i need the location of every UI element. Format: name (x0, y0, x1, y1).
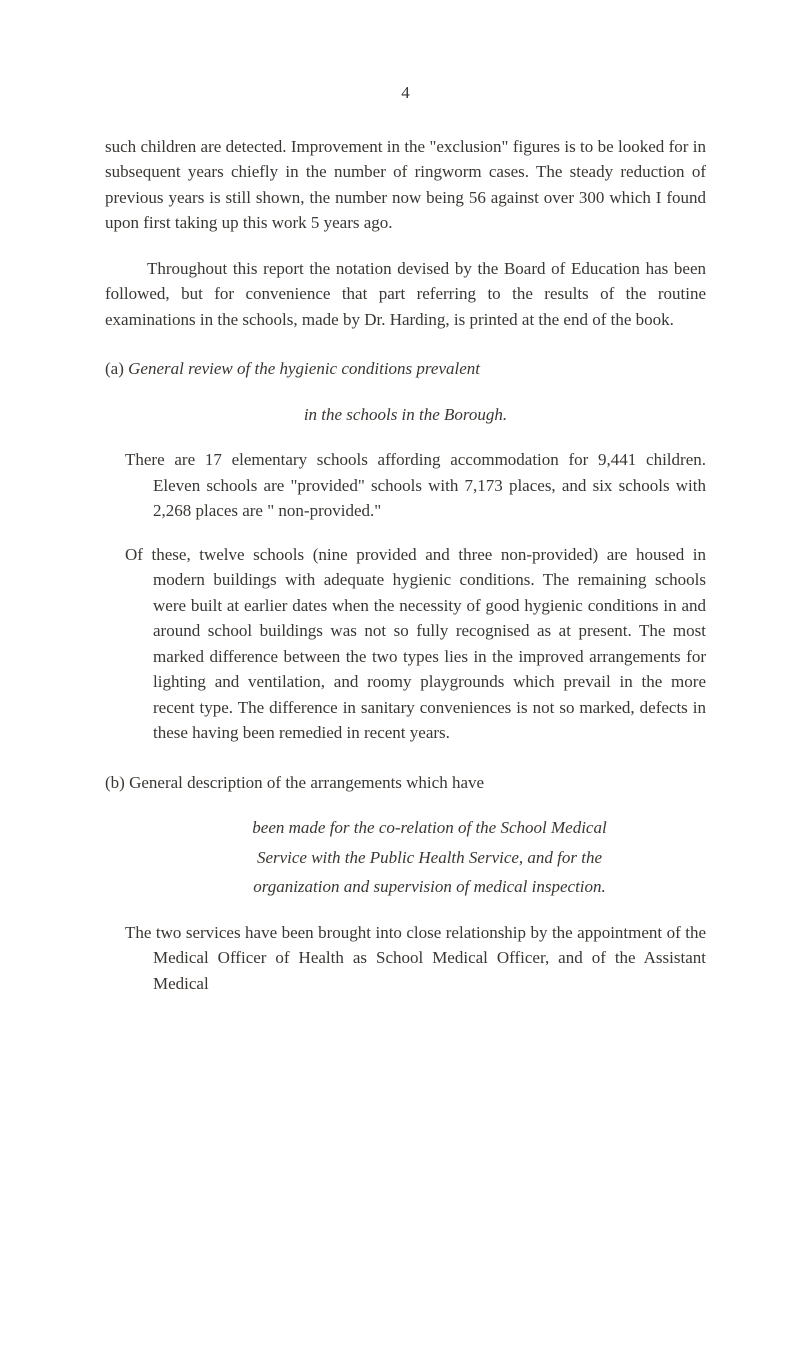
page-number: 4 (105, 80, 706, 106)
section-b-heading: (b) General description of the arrangeme… (105, 770, 706, 796)
section-b-title-line1: General description of the arrangements … (129, 773, 484, 792)
section-a-heading: (a) General review of the hygienic condi… (105, 356, 706, 382)
section-a-title-line1: General review of the hygienic condition… (128, 359, 480, 378)
list-item-a1: There are 17 elementary schools affordin… (153, 447, 706, 524)
section-b-title-line3: Service with the Public Health Service, … (153, 845, 706, 871)
section-b-label: (b) (105, 773, 129, 792)
paragraph-2: Throughout this report the notation devi… (105, 256, 706, 333)
paragraph-1: such children are detected. Improvement … (105, 134, 706, 236)
list-item-a2: Of these, twelve schools (nine provided … (153, 542, 706, 746)
final-paragraph: The two services have been brought into … (153, 920, 706, 997)
section-a-label: (a) (105, 359, 128, 378)
section-a-title-line2: in the schools in the Borough. (105, 402, 706, 428)
section-b-title-line2: been made for the co-relation of the Sch… (153, 815, 706, 841)
section-b-title-line4: organization and supervision of medical … (153, 874, 706, 900)
